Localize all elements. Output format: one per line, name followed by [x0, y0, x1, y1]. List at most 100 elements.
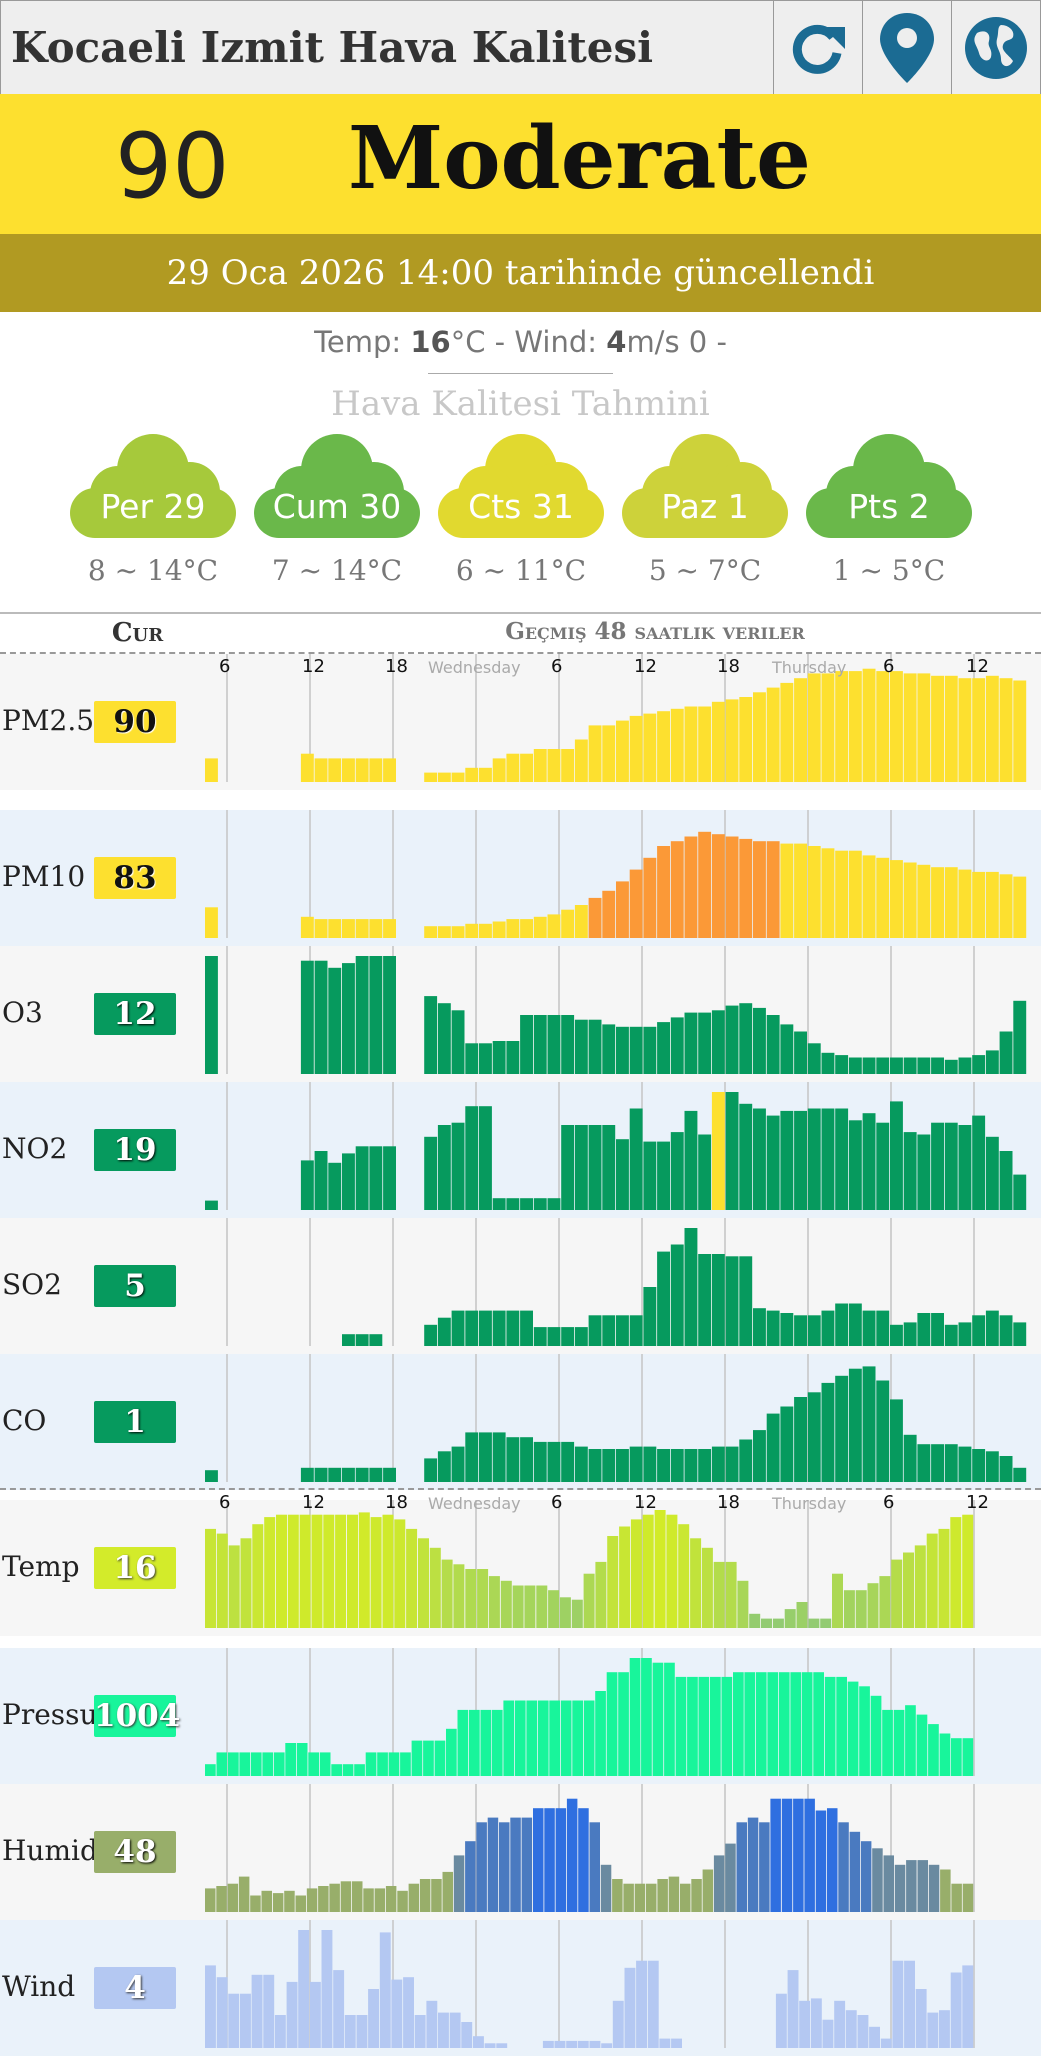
bar — [736, 1822, 747, 1912]
bar — [479, 1432, 492, 1482]
bar — [333, 1970, 345, 2048]
bar — [780, 1313, 794, 1346]
bar — [780, 843, 794, 938]
bar — [834, 2000, 846, 2048]
bar — [698, 1134, 712, 1210]
bar — [713, 1855, 725, 1912]
bar — [533, 1198, 547, 1210]
bar — [342, 1153, 355, 1210]
bar — [725, 699, 739, 782]
bar — [810, 1998, 822, 2048]
bar — [216, 1886, 227, 1912]
bar — [408, 1883, 420, 1912]
bar — [815, 1810, 827, 1912]
bar — [602, 1024, 616, 1074]
bar — [423, 1740, 434, 1776]
bar — [808, 1618, 820, 1628]
bar — [261, 1890, 272, 1912]
bar — [1013, 1174, 1027, 1210]
bar — [623, 1883, 634, 1912]
bar — [354, 1764, 365, 1776]
bar — [951, 1738, 962, 1776]
bar — [711, 834, 725, 938]
bar — [205, 907, 218, 938]
bar — [1013, 1322, 1027, 1346]
refresh-button[interactable] — [773, 1, 862, 94]
bar — [807, 1108, 821, 1210]
bar — [641, 1658, 652, 1776]
bar — [684, 1012, 698, 1074]
bar — [799, 2000, 811, 2048]
bar — [309, 1981, 321, 2048]
bar — [476, 1822, 487, 1912]
bar — [566, 2040, 578, 2048]
bar — [492, 1310, 506, 1346]
weather-summary: Temp: 16°C - Wind: 4m/s 0 - — [314, 325, 727, 359]
bar — [383, 1467, 396, 1482]
bar — [205, 1528, 216, 1628]
bar — [876, 1380, 890, 1482]
bar — [555, 1808, 567, 1912]
bar — [664, 1662, 675, 1776]
bar — [560, 1700, 572, 1776]
bar — [890, 671, 903, 782]
bar — [451, 1446, 465, 1482]
bar — [680, 1883, 691, 1912]
chart-row-temp: Temp 16 — [0, 1500, 1041, 1636]
bar — [619, 1526, 631, 1628]
bar — [725, 1446, 739, 1482]
bar — [725, 1843, 736, 1912]
bar — [480, 1709, 492, 1776]
bar — [903, 673, 917, 782]
bar — [328, 758, 342, 782]
bar — [561, 749, 575, 782]
bar — [228, 1545, 240, 1628]
bar — [915, 1989, 927, 2048]
bar — [821, 673, 835, 782]
bar — [589, 1822, 600, 1912]
bar — [205, 1888, 216, 1912]
bar — [506, 753, 520, 782]
bar — [859, 1686, 870, 1776]
bar — [753, 841, 766, 938]
bar-chart — [205, 1648, 975, 1776]
forecast-day-label: Pts 2 — [848, 487, 930, 526]
bar — [739, 838, 753, 938]
bar — [262, 1752, 274, 1776]
bar — [514, 1700, 526, 1776]
bar — [574, 1019, 588, 1074]
bar — [890, 1057, 903, 1074]
bar — [962, 1965, 974, 2048]
bar — [848, 1057, 862, 1074]
bar — [634, 1883, 646, 1912]
globe-button[interactable] — [951, 1, 1040, 94]
bar — [383, 956, 396, 1074]
bar — [950, 1972, 962, 2048]
location-pin-icon — [880, 12, 934, 83]
bar — [533, 1808, 544, 1912]
bar — [411, 1740, 423, 1776]
bar — [892, 1960, 904, 2048]
location-button[interactable] — [862, 1, 951, 94]
bar — [588, 1019, 602, 1074]
bar — [451, 772, 465, 782]
hour-tick: 18 — [385, 656, 408, 677]
row-label: PM2.5 — [2, 704, 92, 737]
bar — [602, 725, 616, 782]
bar — [903, 1434, 917, 1482]
bar — [588, 1125, 602, 1210]
bar — [890, 1101, 903, 1210]
bar — [547, 914, 561, 938]
bar — [520, 753, 533, 782]
bar — [549, 1700, 560, 1776]
bar — [205, 1470, 218, 1482]
bar — [205, 758, 218, 782]
bar — [747, 1817, 759, 1912]
bar — [298, 1930, 310, 2048]
bar — [670, 1449, 684, 1482]
bar — [323, 1514, 335, 1628]
bar — [753, 692, 766, 782]
bar — [670, 841, 684, 938]
bar — [691, 1879, 702, 1912]
bar — [216, 1752, 228, 1776]
